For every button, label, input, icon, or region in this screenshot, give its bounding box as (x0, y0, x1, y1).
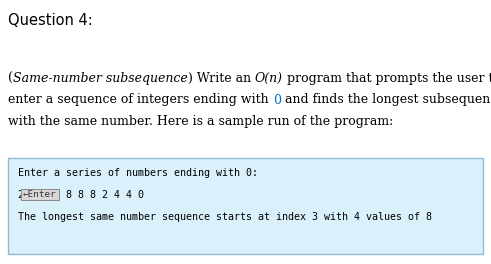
Text: Same-number subsequence: Same-number subsequence (13, 72, 188, 85)
Text: O(n): O(n) (255, 72, 283, 85)
Text: The longest same number sequence starts at index 3 with 4 values of 8: The longest same number sequence starts … (18, 212, 432, 222)
Text: enter a sequence of integers ending with: enter a sequence of integers ending with (8, 93, 273, 106)
Text: 0: 0 (273, 93, 281, 106)
Text: Question 4:: Question 4: (8, 13, 93, 28)
Text: Enter a series of numbers ending with 0:: Enter a series of numbers ending with 0: (18, 168, 258, 178)
Text: program that prompts the user to: program that prompts the user to (283, 72, 491, 85)
Text: ←Enter: ←Enter (23, 190, 57, 199)
FancyBboxPatch shape (21, 189, 59, 200)
FancyBboxPatch shape (8, 158, 483, 254)
Text: 2 4 4 8 8 8 8 2 4 4 0: 2 4 4 8 8 8 8 2 4 4 0 (18, 190, 144, 200)
Text: and finds the longest subsequence: and finds the longest subsequence (281, 93, 491, 106)
Text: ) Write an: ) Write an (188, 72, 255, 85)
Text: (: ( (8, 72, 13, 85)
Text: with the same number. Here is a sample run of the program:: with the same number. Here is a sample r… (8, 115, 393, 128)
